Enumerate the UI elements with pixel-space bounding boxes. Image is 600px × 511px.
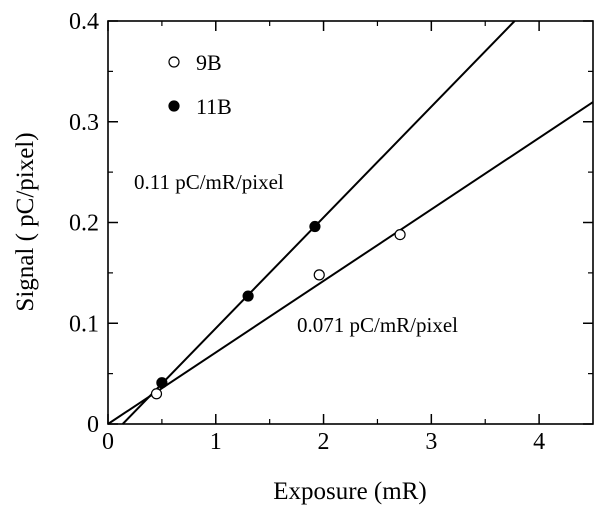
legend-label-9b: 9B [196, 50, 222, 75]
point-11b-2 [309, 220, 321, 233]
fit-line-9b [107, 101, 594, 425]
fit-label-11b: 0.11 pC/mR/pixel [134, 170, 284, 194]
x-tick-label-0: 0 [102, 429, 114, 455]
point-9b-1 [313, 269, 325, 281]
y-tick-label-3: 0.3 [69, 110, 99, 136]
fit-label-9b: 0.071 pC/mR/pixel [297, 313, 458, 337]
y-tick-label-2: 0.2 [69, 211, 99, 237]
fit-lines [107, 20, 594, 425]
y-tick-label-4: 0.4 [69, 9, 99, 35]
x-tick-label-4: 4 [533, 429, 545, 455]
x-axis-title: Exposure (mR) [273, 478, 426, 505]
point-9b-2 [394, 228, 406, 241]
legend: 9B 11B [168, 50, 232, 119]
point-11b-1 [242, 290, 254, 302]
y-tick-label-1: 0.1 [69, 311, 99, 337]
y-tick-label-0: 0 [87, 412, 99, 438]
legend-marker-11b [168, 100, 180, 112]
y-axis-title: Signal ( pC/pixel) [12, 132, 39, 311]
x-tick-label-1: 1 [210, 429, 222, 455]
x-tick-label-2: 2 [318, 429, 330, 455]
data-points [150, 220, 406, 400]
point-9b-0 [150, 388, 163, 400]
legend-label-11b: 11B [196, 94, 232, 119]
ticks: 0 1 2 3 4 0 0.1 0.2 0.3 0.4 [69, 9, 593, 455]
point-11b-0 [156, 377, 168, 389]
legend-marker-9b [168, 56, 180, 68]
x-tick-label-3: 3 [425, 429, 437, 455]
